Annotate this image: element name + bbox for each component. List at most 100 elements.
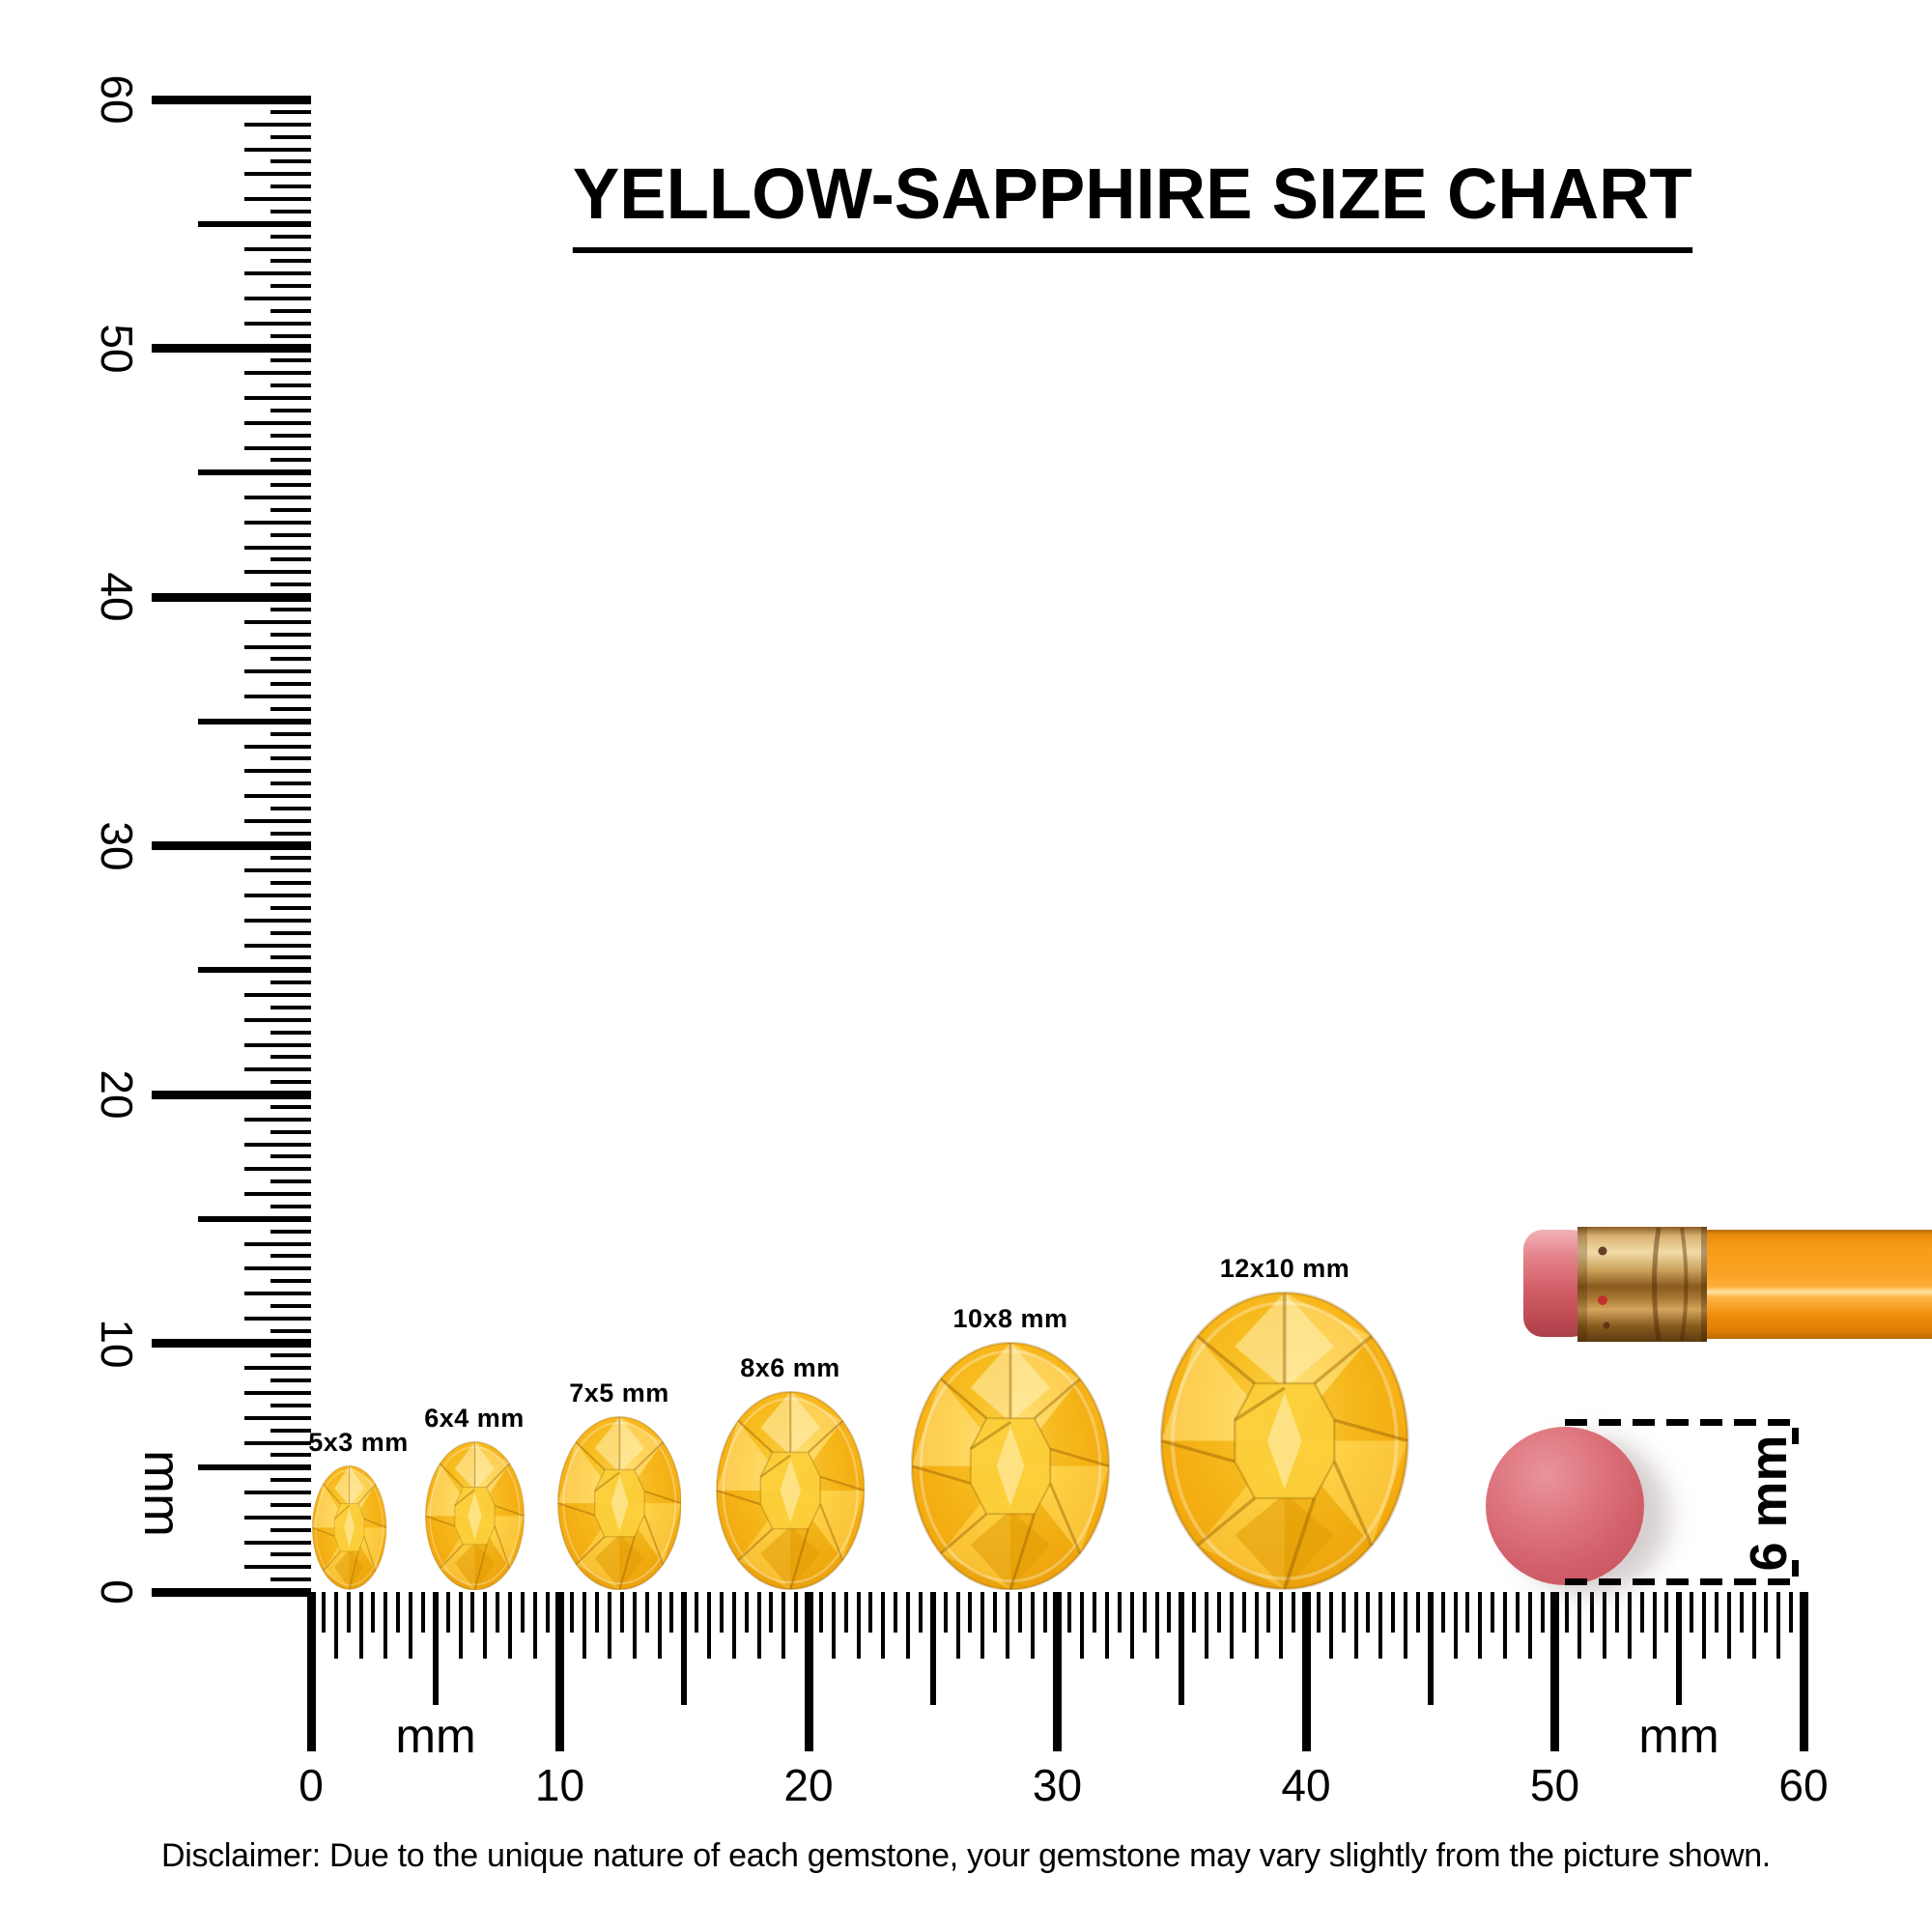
h-ruler-tick <box>1776 1592 1781 1659</box>
v-ruler-tick <box>270 259 311 264</box>
v-ruler-tick <box>270 781 311 786</box>
v-ruler-tick <box>270 483 311 488</box>
h-ruler-tick <box>1192 1592 1197 1633</box>
h-ruler-tick <box>1042 1592 1047 1633</box>
h-ruler-tick <box>1378 1592 1383 1659</box>
v-ruler-tick <box>244 1515 311 1520</box>
v-ruler-number: 40 <box>92 572 142 622</box>
v-ruler-tick <box>270 1478 311 1483</box>
h-ruler-major-tick <box>804 1592 813 1751</box>
h-ruler-tick <box>1067 1592 1072 1633</box>
h-ruler-tick <box>632 1592 637 1659</box>
v-ruler-tick <box>244 147 311 152</box>
h-ruler-tick <box>1205 1592 1208 1659</box>
v-ruler-tick <box>270 1577 311 1582</box>
h-ruler-tick <box>545 1592 550 1633</box>
v-ruler-tick <box>244 769 311 774</box>
v-ruler-major-tick <box>152 841 311 850</box>
v-ruler-tick <box>244 246 311 251</box>
h-ruler-tick <box>1316 1592 1321 1633</box>
h-ruler-tick <box>1391 1592 1396 1633</box>
v-ruler-tick <box>270 358 311 363</box>
h-ruler-major-tick <box>306 1592 316 1751</box>
h-ruler-tick <box>1515 1592 1520 1633</box>
h-ruler-tick <box>1030 1592 1035 1659</box>
v-ruler-tick <box>244 1491 311 1494</box>
v-ruler-tick <box>198 718 311 724</box>
v-ruler-tick <box>270 1254 311 1259</box>
h-ruler-tick <box>1404 1592 1407 1659</box>
v-ruler-tick <box>244 1440 311 1445</box>
v-ruler-tick <box>198 1215 311 1222</box>
v-ruler-tick <box>244 1540 311 1545</box>
v-ruler-tick <box>244 1391 311 1395</box>
h-ruler-tick <box>955 1592 960 1659</box>
v-ruler-tick <box>244 1241 311 1246</box>
h-ruler-tick <box>707 1592 711 1659</box>
gem-illustration-12x10mm <box>1160 1292 1409 1590</box>
v-ruler-tick <box>270 1279 311 1284</box>
v-ruler-tick <box>270 1104 311 1109</box>
v-ruler-tick <box>244 1042 311 1047</box>
horizontal-ruler-unit-label-right: mm <box>1638 1709 1719 1763</box>
h-ruler-tick <box>1105 1592 1109 1659</box>
v-ruler-tick <box>270 706 311 711</box>
h-ruler-tick <box>420 1592 425 1633</box>
h-ruler-number: 60 <box>1778 1760 1829 1810</box>
v-ruler-tick <box>244 396 311 400</box>
v-ruler-tick <box>244 744 311 749</box>
h-ruler-tick <box>1167 1592 1172 1633</box>
h-ruler-tick <box>532 1592 537 1659</box>
h-ruler-tick <box>1279 1592 1284 1659</box>
h-ruler-tick <box>695 1592 699 1633</box>
h-ruler-tick <box>1129 1592 1134 1659</box>
h-ruler-tick <box>333 1592 338 1659</box>
v-ruler-tick <box>244 1167 311 1172</box>
v-ruler-tick <box>270 532 311 537</box>
h-ruler-tick <box>371 1592 376 1633</box>
h-ruler-tick <box>1614 1592 1619 1633</box>
gem-illustration-10x8mm <box>911 1341 1110 1590</box>
h-ruler-tick <box>644 1592 649 1633</box>
h-ruler-tick <box>894 1592 898 1633</box>
v-ruler-tick <box>244 943 311 948</box>
v-ruler-tick <box>244 197 311 201</box>
v-ruler-tick <box>244 918 311 923</box>
pencil-eraser-tip <box>1523 1230 1591 1337</box>
v-ruler-tick <box>270 856 311 861</box>
v-ruler-tick <box>270 831 311 836</box>
h-ruler-tick <box>582 1592 587 1659</box>
pencil-ferrule <box>1577 1227 1707 1342</box>
v-ruler-tick <box>244 297 311 300</box>
v-ruler-number: 0 <box>92 1579 142 1605</box>
h-ruler-number: 40 <box>1281 1760 1331 1810</box>
h-ruler-tick <box>681 1592 688 1705</box>
pencil-body <box>1707 1230 1932 1339</box>
v-ruler-tick <box>270 185 311 189</box>
h-ruler-number: 30 <box>1032 1760 1083 1810</box>
v-ruler-tick <box>270 1552 311 1557</box>
v-ruler-tick <box>244 894 311 897</box>
h-ruler-tick <box>1292 1592 1296 1633</box>
v-ruler-tick <box>244 520 311 525</box>
h-ruler-tick <box>508 1592 512 1659</box>
v-ruler-tick <box>270 731 311 736</box>
pencil-illustration <box>1523 1227 1932 1342</box>
v-ruler-tick <box>270 930 311 935</box>
v-ruler-tick <box>270 159 311 164</box>
v-ruler-tick <box>270 756 311 761</box>
h-ruler-tick <box>818 1592 823 1633</box>
h-ruler-tick <box>968 1592 973 1633</box>
v-ruler-tick <box>244 1292 311 1295</box>
h-ruler-tick <box>1216 1592 1221 1633</box>
v-ruler-major-tick <box>152 592 311 602</box>
v-ruler-tick <box>270 607 311 611</box>
v-ruler-tick <box>244 794 311 798</box>
h-ruler-tick <box>1341 1592 1346 1633</box>
h-ruler-tick <box>781 1592 786 1659</box>
v-ruler-tick <box>244 1565 311 1570</box>
h-ruler-major-tick <box>1053 1592 1062 1751</box>
h-ruler-tick <box>409 1592 412 1659</box>
v-ruler-tick <box>270 1527 311 1532</box>
